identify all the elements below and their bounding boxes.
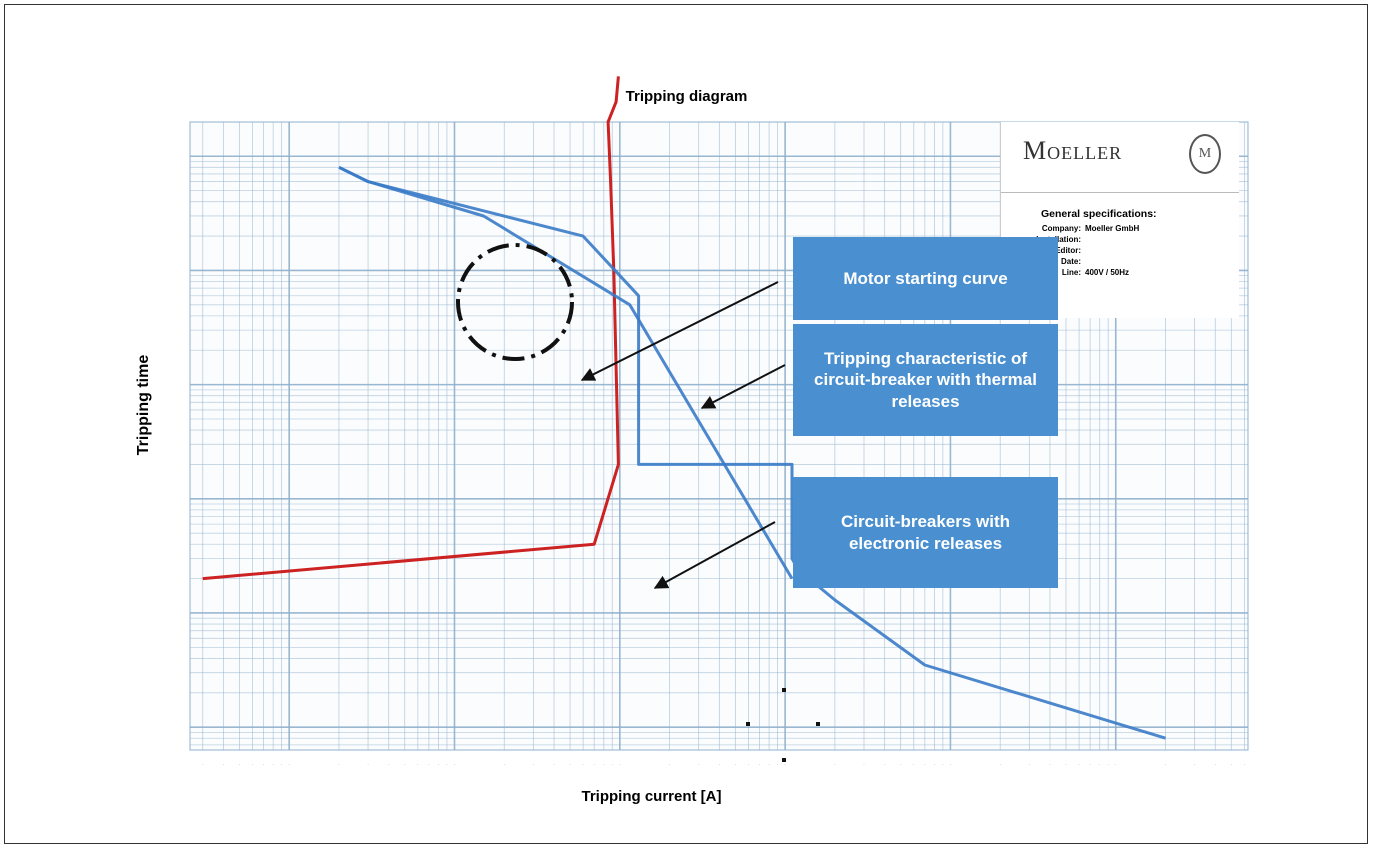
x-tick-label: · [748, 762, 750, 768]
x-tick-label: · [428, 762, 430, 768]
spec-label: Installation: [1036, 235, 1081, 244]
callout-thermal-releases: Tripping characteristic of circuit-break… [793, 324, 1058, 436]
highlight-circle [456, 243, 574, 361]
x-tick-label: · [1214, 762, 1216, 768]
x-tick-label: · [1165, 762, 1167, 768]
x-tick-label: · [1049, 762, 1051, 768]
x-tick-label: · [438, 762, 440, 768]
x-tick-label: · [239, 762, 241, 768]
x-tick-label: · [388, 762, 390, 768]
marker-dot [782, 688, 786, 692]
x-tick-label: · [1089, 762, 1091, 768]
x-tick-label: · [1244, 762, 1246, 768]
x-tick-label: · [1107, 762, 1109, 768]
x-tick-label: · [533, 762, 535, 768]
callout-electronic-releases: Circuit-breakers with electronic release… [793, 477, 1058, 588]
x-tick-label: · [1099, 762, 1101, 768]
x-tick-label: · [1065, 762, 1067, 768]
x-tick-label: · [759, 762, 761, 768]
x-tick-label: · [367, 762, 369, 768]
x-tick-label: · [404, 762, 406, 768]
spec-label: Company: [1041, 224, 1081, 233]
x-tick-label: · [999, 762, 1001, 768]
x-tick-label: · [281, 762, 283, 768]
x-tick-label: · [1194, 762, 1196, 768]
marker-dot [746, 722, 750, 726]
marker-dot [816, 722, 820, 726]
x-tick-label: · [719, 762, 721, 768]
x-tick-label: · [569, 762, 571, 768]
x-tick-label: · [863, 762, 865, 768]
x-tick-label: · [338, 762, 340, 768]
x-tick-label: · [202, 762, 204, 768]
spec-value: 400V / 50Hz [1085, 268, 1130, 277]
series-electronic-releases [338, 165, 1166, 740]
x-tick-label: · [900, 762, 902, 768]
x-tick-label: · [1115, 762, 1117, 768]
x-tick-label: · [223, 762, 225, 768]
x-tick-label: · [503, 762, 505, 768]
x-tick-label: · [784, 762, 786, 768]
curves [202, 76, 1166, 740]
x-tick-label: · [884, 762, 886, 768]
x-tick-label: · [913, 762, 915, 768]
x-tick-label: · [934, 762, 936, 768]
callout-arrow [653, 521, 776, 589]
x-tick-label: · [942, 762, 944, 768]
moeller-emblem-icon: M [1189, 134, 1221, 174]
x-tick-label: · [272, 762, 274, 768]
moeller-logo: Moeller [1023, 136, 1123, 165]
annotation-marks [456, 243, 820, 762]
x-tick-label: · [1028, 762, 1030, 768]
spec-label: Date: [1060, 257, 1081, 266]
x-tick-label: · [582, 762, 584, 768]
x-tick-label: · [669, 762, 671, 768]
x-tick-label: · [288, 762, 290, 768]
series-motor-starting-curve [202, 76, 620, 581]
callout-arrow [580, 281, 779, 381]
spec-value: Moeller GmbH [1085, 224, 1140, 233]
title-block-divider [1001, 192, 1239, 193]
x-tick-label: · [252, 762, 254, 768]
x-tick-label: · [611, 762, 613, 768]
x-tick-label: · [619, 762, 621, 768]
x-tick-label: · [593, 762, 595, 768]
marker-dot [782, 758, 786, 762]
specs-title: General specifications: [1041, 208, 1157, 220]
x-tick-label: · [924, 762, 926, 768]
x-tick-label: · [1078, 762, 1080, 768]
figure-frame [4, 4, 1368, 844]
spec-label: Line: [1061, 268, 1081, 277]
x-axis-label: Tripping current [A] [581, 788, 722, 805]
x-tick-label: · [735, 762, 737, 768]
x-tick-label: · [834, 762, 836, 768]
x-tick-label: · [454, 762, 456, 768]
x-tick-label: · [1230, 762, 1232, 768]
x-tick-label: · [417, 762, 419, 768]
x-tick-label: · [698, 762, 700, 768]
x-tick-label: · [950, 762, 952, 768]
callout-motor-starting-curve: Motor starting curve [793, 237, 1058, 320]
callout-arrow [700, 364, 786, 409]
x-tick-label: · [777, 762, 779, 768]
spec-label: Editor: [1055, 246, 1081, 255]
x-tick-label: · [446, 762, 448, 768]
x-tick-label: · [263, 762, 265, 768]
x-tick-label: · [553, 762, 555, 768]
x-tick-label: · [768, 762, 770, 768]
title-block: Moeller M General specifications: Compan… [1000, 122, 1239, 318]
chart-title: Tripping diagram [625, 88, 748, 105]
x-tick-label: · [603, 762, 605, 768]
